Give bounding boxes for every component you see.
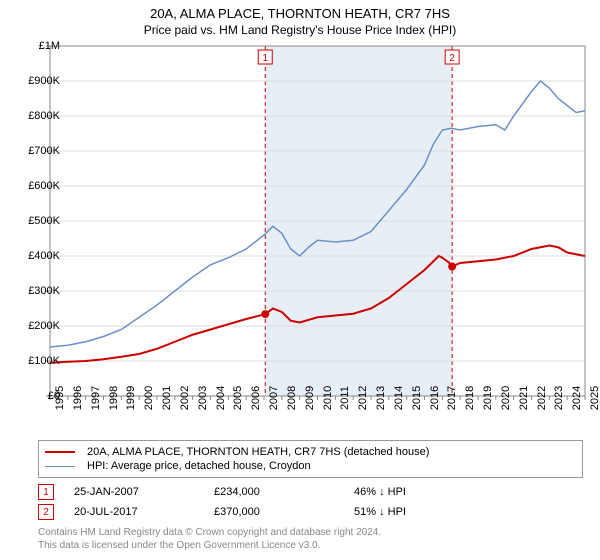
x-axis-label: 2003 bbox=[197, 386, 209, 410]
annotation-marker-2: 2 bbox=[38, 504, 54, 520]
y-axis-label: £300K bbox=[10, 285, 60, 297]
legend-label-hpi: HPI: Average price, detached house, Croy… bbox=[87, 460, 311, 472]
y-axis-label: £600K bbox=[10, 180, 60, 192]
x-axis-label: 2025 bbox=[589, 386, 600, 410]
x-axis-label: 2022 bbox=[536, 386, 548, 410]
annotation-price-1: £234,000 bbox=[214, 486, 354, 498]
x-axis-label: 2013 bbox=[375, 386, 387, 410]
x-axis-label: 2014 bbox=[393, 386, 405, 410]
footer-line-2: This data is licensed under the Open Gov… bbox=[38, 539, 381, 552]
annotation-date-2: 20-JUL-2017 bbox=[74, 506, 214, 518]
footer-line-1: Contains HM Land Registry data © Crown c… bbox=[38, 526, 381, 539]
x-axis-label: 2000 bbox=[143, 386, 155, 410]
annotation-delta-2: 51% ↓ HPI bbox=[354, 506, 494, 518]
x-axis-label: 2010 bbox=[322, 386, 334, 410]
x-axis-label: 2007 bbox=[268, 386, 280, 410]
y-axis-label: £100K bbox=[10, 355, 60, 367]
y-axis-label: £200K bbox=[10, 320, 60, 332]
x-axis-label: 1997 bbox=[90, 386, 102, 410]
x-axis-label: 2016 bbox=[429, 386, 441, 410]
legend-swatch-property bbox=[45, 451, 75, 453]
x-axis-label: 2023 bbox=[553, 386, 565, 410]
annotation-row-2: 2 20-JUL-2017 £370,000 51% ↓ HPI bbox=[38, 502, 494, 522]
x-axis-label: 2005 bbox=[232, 386, 244, 410]
x-axis-label: 2006 bbox=[250, 386, 262, 410]
chart-title: 20A, ALMA PLACE, THORNTON HEATH, CR7 7HS bbox=[0, 0, 600, 21]
chart-svg: 12 bbox=[50, 46, 585, 396]
svg-text:1: 1 bbox=[262, 53, 268, 64]
y-axis-label: £0 bbox=[10, 390, 60, 402]
x-axis-label: 2019 bbox=[482, 386, 494, 410]
x-axis-label: 2001 bbox=[161, 386, 173, 410]
annotation-row-1: 1 25-JAN-2007 £234,000 46% ↓ HPI bbox=[38, 482, 494, 502]
x-axis-label: 1999 bbox=[125, 386, 137, 410]
x-axis-label: 2011 bbox=[339, 386, 351, 410]
legend-item-property: 20A, ALMA PLACE, THORNTON HEATH, CR7 7HS… bbox=[45, 445, 576, 459]
x-axis-label: 2012 bbox=[357, 386, 369, 410]
x-axis-label: 2017 bbox=[446, 386, 458, 410]
legend-item-hpi: HPI: Average price, detached house, Croy… bbox=[45, 459, 576, 473]
annotation-price-2: £370,000 bbox=[214, 506, 354, 518]
y-axis-label: £700K bbox=[10, 145, 60, 157]
legend-swatch-hpi bbox=[45, 466, 75, 467]
y-axis-label: £400K bbox=[10, 250, 60, 262]
y-axis-label: £500K bbox=[10, 215, 60, 227]
y-axis-label: £1M bbox=[10, 40, 60, 52]
legend: 20A, ALMA PLACE, THORNTON HEATH, CR7 7HS… bbox=[38, 440, 583, 478]
x-axis-label: 2009 bbox=[304, 386, 316, 410]
annotation-table: 1 25-JAN-2007 £234,000 46% ↓ HPI 2 20-JU… bbox=[38, 482, 494, 522]
x-axis-label: 2020 bbox=[500, 386, 512, 410]
x-axis-label: 2002 bbox=[179, 386, 191, 410]
x-axis-label: 2004 bbox=[215, 386, 227, 410]
footer: Contains HM Land Registry data © Crown c… bbox=[38, 526, 381, 552]
x-axis-label: 2018 bbox=[464, 386, 476, 410]
x-axis-label: 2015 bbox=[411, 386, 423, 410]
svg-text:2: 2 bbox=[449, 53, 455, 64]
chart-plot: 12 bbox=[50, 46, 585, 396]
x-axis-label: 1998 bbox=[108, 386, 120, 410]
chart-subtitle: Price paid vs. HM Land Registry's House … bbox=[0, 21, 600, 41]
x-axis-label: 1995 bbox=[54, 386, 66, 410]
legend-label-property: 20A, ALMA PLACE, THORNTON HEATH, CR7 7HS… bbox=[87, 446, 429, 458]
x-axis-label: 2008 bbox=[286, 386, 298, 410]
annotation-delta-1: 46% ↓ HPI bbox=[354, 486, 494, 498]
y-axis-label: £900K bbox=[10, 75, 60, 87]
x-axis-label: 1996 bbox=[72, 386, 84, 410]
x-axis-label: 2021 bbox=[518, 386, 530, 410]
annotation-marker-1: 1 bbox=[38, 484, 54, 500]
y-axis-label: £800K bbox=[10, 110, 60, 122]
x-axis-label: 2024 bbox=[571, 386, 583, 410]
annotation-date-1: 25-JAN-2007 bbox=[74, 486, 214, 498]
